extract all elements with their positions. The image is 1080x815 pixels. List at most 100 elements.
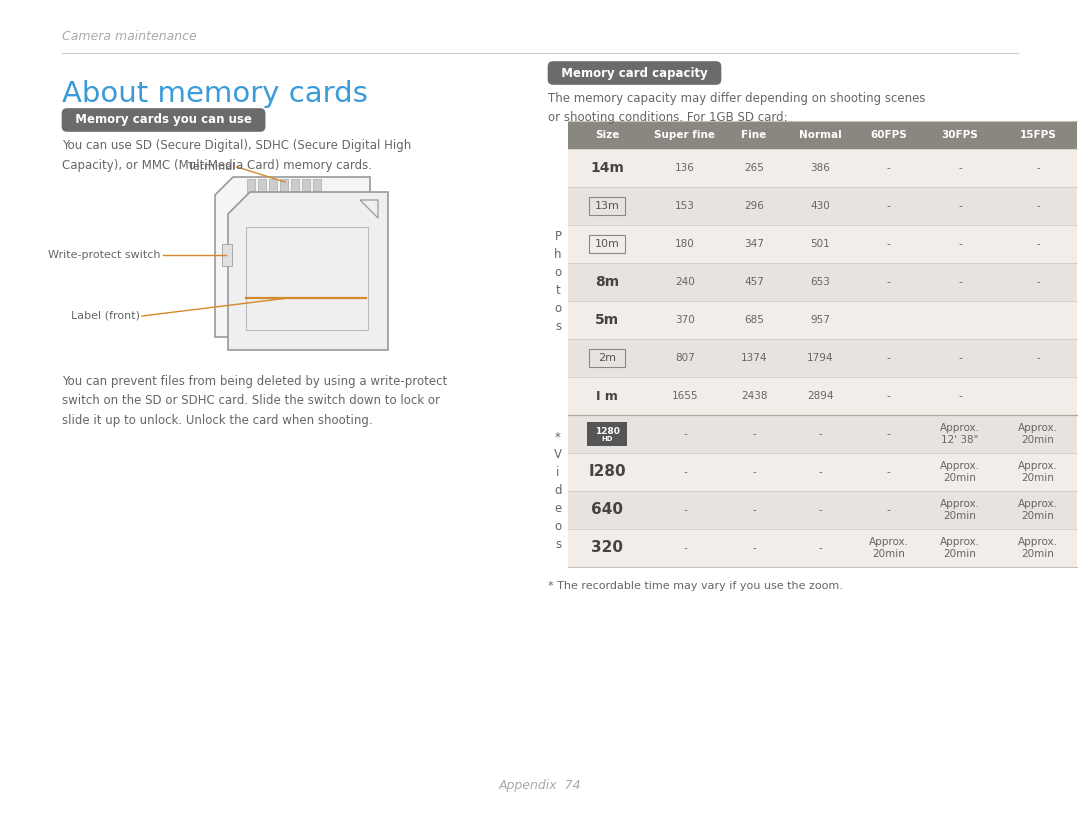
Text: -: - xyxy=(887,429,890,439)
Bar xyxy=(568,263,1077,301)
Bar xyxy=(589,235,625,253)
Text: -: - xyxy=(1036,239,1040,249)
Text: -: - xyxy=(887,163,890,173)
Text: Approx.
20min: Approx. 20min xyxy=(940,536,980,559)
Text: 2894: 2894 xyxy=(807,391,834,401)
Text: Approx.
20min: Approx. 20min xyxy=(940,460,980,483)
Text: 153: 153 xyxy=(675,201,694,211)
Text: -: - xyxy=(752,467,756,477)
Text: -: - xyxy=(887,505,890,515)
Text: -: - xyxy=(819,543,822,553)
Text: -: - xyxy=(752,429,756,439)
Bar xyxy=(222,244,232,266)
Text: 957: 957 xyxy=(810,315,829,325)
Text: 685: 685 xyxy=(744,315,764,325)
Text: -: - xyxy=(819,467,822,477)
Text: I m: I m xyxy=(596,390,618,403)
Text: -: - xyxy=(887,239,890,249)
Bar xyxy=(258,179,266,199)
Text: -: - xyxy=(684,543,687,553)
Text: 640: 640 xyxy=(591,503,623,518)
Text: * The recordable time may vary if you use the zoom.: * The recordable time may vary if you us… xyxy=(548,581,842,591)
Text: -: - xyxy=(958,163,962,173)
Bar xyxy=(280,179,288,199)
Text: 430: 430 xyxy=(810,201,829,211)
Text: 8m: 8m xyxy=(595,275,619,289)
Polygon shape xyxy=(228,192,388,350)
Text: -: - xyxy=(752,543,756,553)
Text: 320: 320 xyxy=(591,540,623,556)
Text: -: - xyxy=(1036,201,1040,211)
Text: 265: 265 xyxy=(744,163,764,173)
Text: 5m: 5m xyxy=(595,313,619,327)
Polygon shape xyxy=(215,177,370,337)
Bar xyxy=(568,453,1077,491)
Text: I280: I280 xyxy=(589,465,625,479)
Bar xyxy=(588,422,627,446)
Text: 370: 370 xyxy=(675,315,694,325)
Text: Label (front): Label (front) xyxy=(71,311,140,321)
Text: -: - xyxy=(1036,163,1040,173)
Bar xyxy=(302,179,310,199)
Text: -: - xyxy=(887,353,890,363)
Text: 1280: 1280 xyxy=(595,426,620,435)
Text: 1794: 1794 xyxy=(807,353,834,363)
Text: 807: 807 xyxy=(675,353,694,363)
Text: 13m: 13m xyxy=(595,201,620,211)
Bar xyxy=(568,149,1077,187)
Text: Memory card capacity: Memory card capacity xyxy=(553,67,716,80)
Text: -: - xyxy=(958,239,962,249)
Text: -: - xyxy=(887,201,890,211)
Bar xyxy=(568,187,1077,225)
Bar xyxy=(589,197,625,215)
Text: Approx.
12' 38": Approx. 12' 38" xyxy=(940,423,980,446)
Text: -: - xyxy=(684,505,687,515)
Text: -: - xyxy=(819,429,822,439)
Text: Terminal: Terminal xyxy=(188,162,235,172)
Bar xyxy=(313,179,321,199)
Text: -: - xyxy=(958,277,962,287)
Bar xyxy=(246,227,368,330)
Text: P
h
o
t
o
s: P h o t o s xyxy=(554,231,562,333)
Text: 1655: 1655 xyxy=(672,391,699,401)
Text: -: - xyxy=(887,391,890,401)
Text: You can prevent files from being deleted by using a write-protect
switch on the : You can prevent files from being deleted… xyxy=(62,375,447,427)
Text: 1374: 1374 xyxy=(741,353,767,363)
Bar xyxy=(589,349,625,367)
Text: 457: 457 xyxy=(744,277,764,287)
Text: -: - xyxy=(958,201,962,211)
Text: *
V
i
d
e
o
s: * V i d e o s xyxy=(554,430,562,552)
Text: Approx.
20min: Approx. 20min xyxy=(940,499,980,522)
Bar xyxy=(568,339,1077,377)
Text: 296: 296 xyxy=(744,201,764,211)
Text: About memory cards: About memory cards xyxy=(62,80,368,108)
Bar xyxy=(568,301,1077,339)
Text: -: - xyxy=(752,505,756,515)
Text: Approx.
20min: Approx. 20min xyxy=(1018,536,1058,559)
Text: 14m: 14m xyxy=(590,161,624,175)
Text: Memory cards you can use: Memory cards you can use xyxy=(67,113,260,126)
Text: The memory capacity may differ depending on shooting scenes
or shooting conditio: The memory capacity may differ depending… xyxy=(548,92,926,125)
Text: -: - xyxy=(958,391,962,401)
Text: -: - xyxy=(887,467,890,477)
Text: -: - xyxy=(819,505,822,515)
Text: 653: 653 xyxy=(810,277,829,287)
Text: 501: 501 xyxy=(810,239,829,249)
Text: Size: Size xyxy=(595,130,619,140)
Bar xyxy=(568,491,1077,529)
Bar xyxy=(568,121,1077,149)
Text: -: - xyxy=(684,429,687,439)
Text: 2m: 2m xyxy=(598,353,616,363)
Text: 180: 180 xyxy=(675,239,694,249)
Text: HD: HD xyxy=(602,436,612,442)
Text: You can use SD (Secure Digital), SDHC (Secure Digital High
Capacity), or MMC (Mu: You can use SD (Secure Digital), SDHC (S… xyxy=(62,139,411,171)
Text: 386: 386 xyxy=(810,163,829,173)
Text: Fine: Fine xyxy=(741,130,767,140)
Text: Super fine: Super fine xyxy=(654,130,715,140)
Text: Write-protect switch: Write-protect switch xyxy=(49,250,161,260)
Text: -: - xyxy=(1036,277,1040,287)
Text: Approx.
20min: Approx. 20min xyxy=(1018,423,1058,446)
Text: 136: 136 xyxy=(675,163,694,173)
Text: -: - xyxy=(887,277,890,287)
Text: Normal: Normal xyxy=(798,130,841,140)
